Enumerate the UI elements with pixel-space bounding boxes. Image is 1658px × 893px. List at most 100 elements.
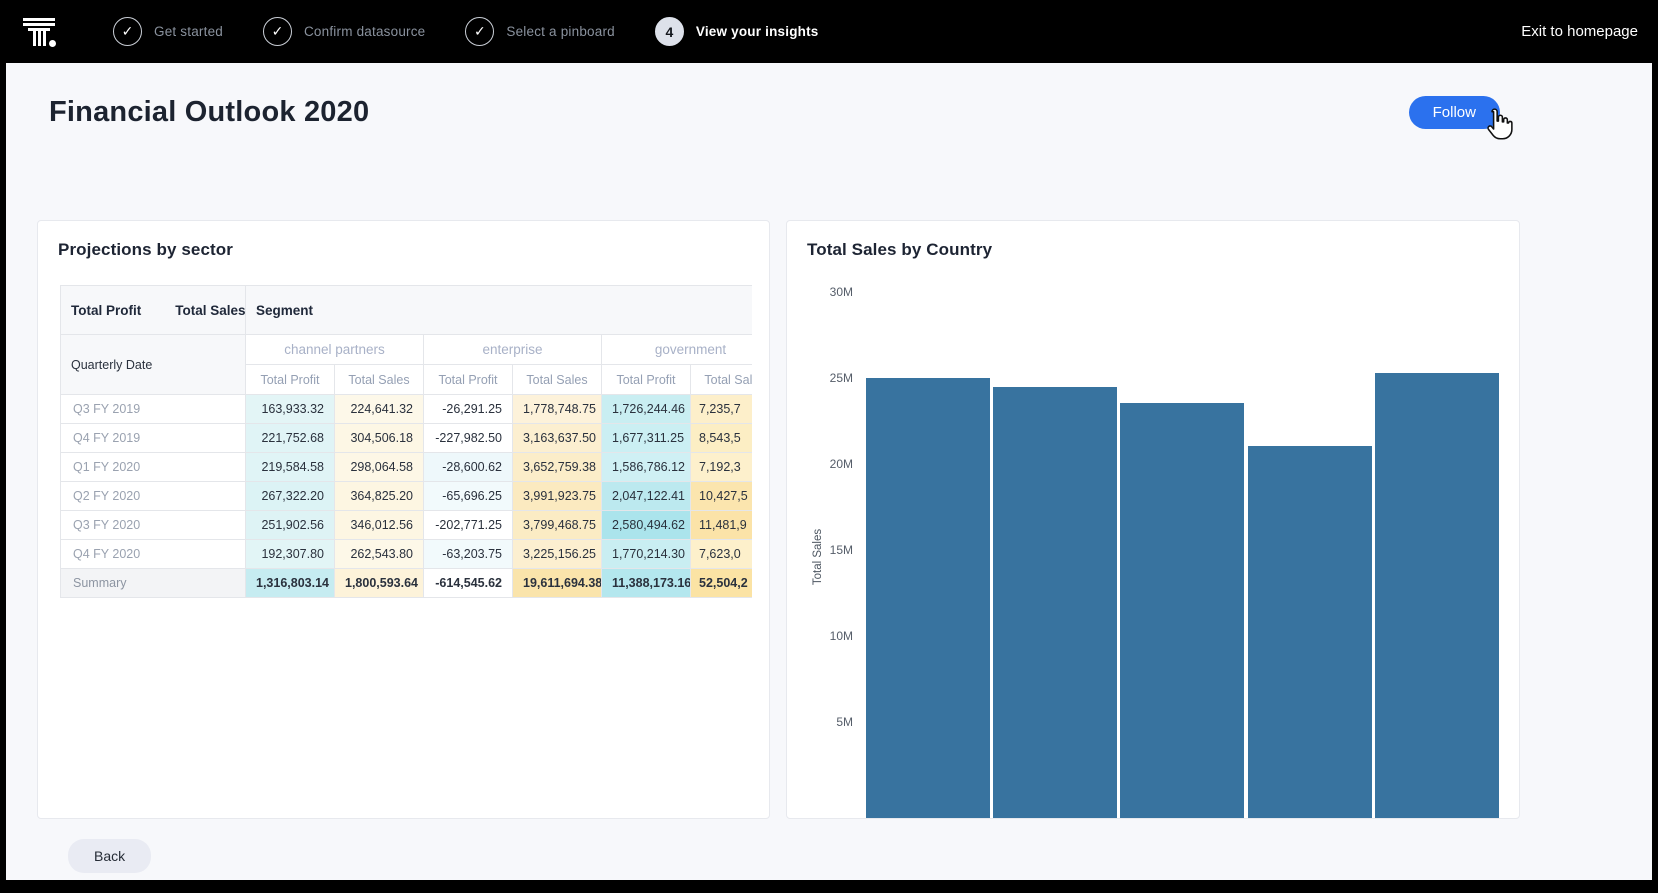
data-cell[interactable]: 3,991,923.75 (513, 482, 602, 511)
row-label[interactable]: Q4 FY 2020 (61, 540, 246, 569)
check-icon: ✓ (263, 17, 292, 46)
check-icon: ✓ (113, 17, 142, 46)
segment-group-header[interactable]: channel partners (246, 335, 424, 365)
projections-table-wrapper: Total ProfitTotal SalesSegmentQuarterly … (60, 285, 752, 598)
data-cell[interactable]: -202,771.25 (424, 511, 513, 540)
row-label[interactable]: Q3 FY 2020 (61, 511, 246, 540)
measure-sub-header[interactable]: Total Sales (335, 365, 424, 395)
bar[interactable] (1120, 403, 1244, 818)
data-cell[interactable]: 3,652,759.38 (513, 453, 602, 482)
data-cell[interactable]: 3,225,156.25 (513, 540, 602, 569)
bar[interactable] (993, 387, 1117, 818)
data-cell[interactable]: 163,933.32 (246, 395, 335, 424)
data-cell[interactable]: 1,677,311.25 (602, 424, 691, 453)
segment-group-header[interactable]: government (602, 335, 753, 365)
table-row: Q3 FY 2020251,902.56346,012.56-202,771.2… (61, 511, 753, 540)
step-item-2[interactable]: ✓ Confirm datasource (263, 17, 425, 46)
data-cell[interactable]: 298,064.58 (335, 453, 424, 482)
data-cell[interactable]: 192,307.80 (246, 540, 335, 569)
quarterly-date-header[interactable]: Quarterly Date (61, 335, 246, 395)
data-cell[interactable]: 7,623,0 (691, 540, 753, 569)
data-cell[interactable]: 1,726,244.46 (602, 395, 691, 424)
y-axis-tick-label: 5M (807, 715, 853, 729)
thoughtspot-logo-icon (19, 12, 61, 52)
step-item-3[interactable]: ✓ Select a pinboard (465, 17, 614, 46)
app-window: ✓ Get started ✓ Confirm datasource ✓ Select a… (0, 0, 1658, 893)
data-cell[interactable]: 221,752.68 (246, 424, 335, 453)
data-cell[interactable]: -28,600.62 (424, 453, 513, 482)
bar[interactable] (1375, 373, 1499, 818)
step-item-1[interactable]: ✓ Get started (113, 17, 223, 46)
data-cell[interactable]: 304,506.18 (335, 424, 424, 453)
data-cell[interactable]: 364,825.20 (335, 482, 424, 511)
step-number: 4 (655, 17, 684, 46)
data-cell[interactable]: 3,163,637.50 (513, 424, 602, 453)
bar[interactable] (1248, 446, 1372, 818)
row-label[interactable]: Summary (61, 569, 246, 598)
data-cell[interactable]: 1,586,786.12 (602, 453, 691, 482)
table-row: Q3 FY 2019163,933.32224,641.32-26,291.25… (61, 395, 753, 424)
data-cell[interactable]: 19,611,694.38 (513, 569, 602, 598)
stepper: ✓ Get started ✓ Confirm datasource ✓ Select a… (113, 17, 1521, 46)
step-label: Confirm datasource (304, 24, 425, 39)
projections-card: Projections by sector Total ProfitTotal … (37, 220, 770, 819)
data-cell[interactable]: 1,316,803.14 (246, 569, 335, 598)
row-label[interactable]: Q2 FY 2020 (61, 482, 246, 511)
measure-sub-header[interactable]: Total Sales (513, 365, 602, 395)
data-cell[interactable]: 11,388,173.16 (602, 569, 691, 598)
data-cell[interactable]: -26,291.25 (424, 395, 513, 424)
page-body: Financial Outlook 2020 Follow Projection… (6, 63, 1652, 880)
data-cell[interactable]: 2,580,494.62 (602, 511, 691, 540)
back-button[interactable]: Back (68, 839, 151, 873)
y-axis-tick-label: 10M (807, 629, 853, 643)
step-item-4[interactable]: 4 View your insights (655, 17, 819, 46)
data-cell[interactable]: 262,543.80 (335, 540, 424, 569)
data-cell[interactable]: 1,800,593.64 (335, 569, 424, 598)
measure-sub-header[interactable]: Total Profit (602, 365, 691, 395)
measure-column-headers[interactable]: Total ProfitTotal Sales (61, 286, 246, 335)
total-sales-chart-card: Total Sales by Country 30M25M20M15M10M5M… (786, 220, 1520, 819)
row-label[interactable]: Q1 FY 2020 (61, 453, 246, 482)
table-row: Q4 FY 2020192,307.80262,543.80-63,203.75… (61, 540, 753, 569)
step-label: Select a pinboard (506, 24, 614, 39)
data-cell[interactable]: -63,203.75 (424, 540, 513, 569)
data-cell[interactable]: 7,235,7 (691, 395, 753, 424)
data-cell[interactable]: 219,584.58 (246, 453, 335, 482)
data-cell[interactable]: 8,543,5 (691, 424, 753, 453)
data-cell[interactable]: 267,322.20 (246, 482, 335, 511)
measure-sub-header[interactable]: Total Sales (691, 365, 753, 395)
table-row: Q1 FY 2020219,584.58298,064.58-28,600.62… (61, 453, 753, 482)
data-cell[interactable]: -227,982.50 (424, 424, 513, 453)
check-icon: ✓ (465, 17, 494, 46)
table-row: Q4 FY 2019221,752.68304,506.18-227,982.5… (61, 424, 753, 453)
data-cell[interactable]: -614,545.62 (424, 569, 513, 598)
step-label: View your insights (696, 24, 819, 39)
measure-sub-header[interactable]: Total Profit (246, 365, 335, 395)
data-cell[interactable]: 10,427,5 (691, 482, 753, 511)
y-axis-title: Total Sales (812, 522, 824, 592)
data-cell[interactable]: 11,481,9 (691, 511, 753, 540)
projections-table: Total ProfitTotal SalesSegmentQuarterly … (60, 285, 752, 598)
data-cell[interactable]: 2,047,122.41 (602, 482, 691, 511)
data-cell[interactable]: 1,770,214.30 (602, 540, 691, 569)
segment-header[interactable]: Segment (246, 286, 753, 335)
data-cell[interactable]: 346,012.56 (335, 511, 424, 540)
data-cell[interactable]: 7,192,3 (691, 453, 753, 482)
summary-row: Summary1,316,803.141,800,593.64-614,545.… (61, 569, 753, 598)
y-axis-tick-label: 30M (807, 285, 853, 299)
data-cell[interactable]: 224,641.32 (335, 395, 424, 424)
measure-sub-header[interactable]: Total Profit (424, 365, 513, 395)
data-cell[interactable]: 3,799,468.75 (513, 511, 602, 540)
data-cell[interactable]: 251,902.56 (246, 511, 335, 540)
row-label[interactable]: Q4 FY 2019 (61, 424, 246, 453)
page-title: Financial Outlook 2020 (49, 96, 369, 129)
data-cell[interactable]: 1,778,748.75 (513, 395, 602, 424)
segment-group-header[interactable]: enterprise (424, 335, 602, 365)
data-cell[interactable]: -65,696.25 (424, 482, 513, 511)
data-cell[interactable]: 52,504,2 (691, 569, 753, 598)
y-axis-tick-label: 25M (807, 371, 853, 385)
exit-to-homepage-link[interactable]: Exit to homepage (1521, 23, 1638, 40)
step-label: Get started (154, 24, 223, 39)
bar[interactable] (866, 378, 990, 818)
row-label[interactable]: Q3 FY 2019 (61, 395, 246, 424)
